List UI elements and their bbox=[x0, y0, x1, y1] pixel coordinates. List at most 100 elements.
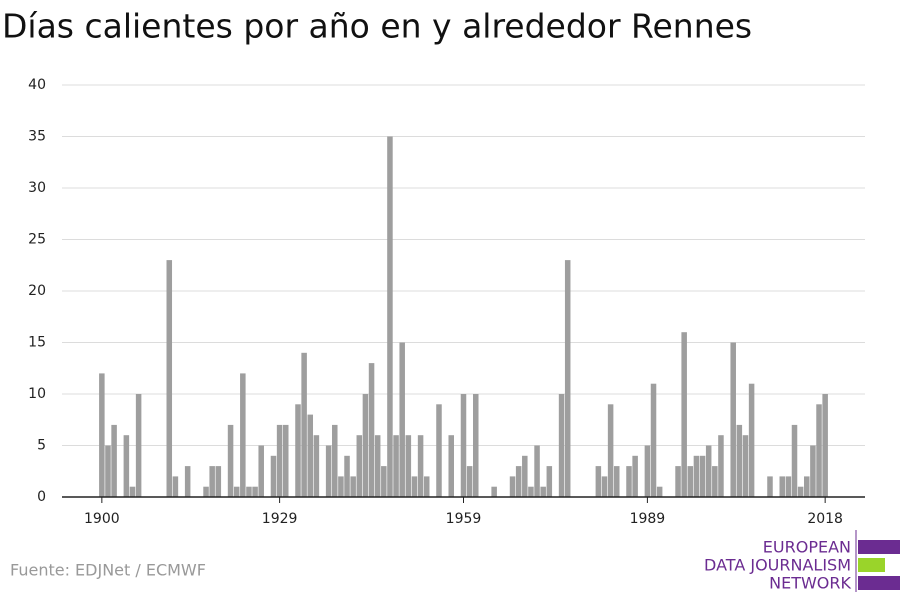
bar bbox=[810, 445, 816, 497]
bar bbox=[325, 445, 332, 497]
bar bbox=[644, 445, 651, 497]
bar bbox=[626, 466, 632, 497]
y-tick-label: 30 bbox=[28, 180, 46, 196]
bar bbox=[362, 394, 369, 497]
y-tick-label: 5 bbox=[37, 438, 46, 454]
bar bbox=[491, 486, 497, 497]
logo-bar bbox=[858, 558, 885, 572]
bar bbox=[423, 476, 430, 497]
bar bbox=[203, 486, 209, 497]
bar bbox=[313, 435, 320, 497]
y-tick-label: 0 bbox=[37, 489, 46, 505]
bar bbox=[564, 260, 571, 497]
bar bbox=[344, 455, 350, 497]
bar bbox=[742, 435, 749, 497]
bar bbox=[785, 476, 792, 497]
logo: EUROPEAN DATA JOURNALISM NETWORK bbox=[704, 530, 900, 593]
x-tick-label: 1900 bbox=[84, 511, 120, 527]
bar bbox=[522, 455, 528, 497]
source: Fuente: EDJNet / ECMWF bbox=[10, 561, 206, 580]
bar bbox=[601, 476, 608, 497]
bar bbox=[399, 342, 405, 497]
bar bbox=[233, 486, 240, 497]
bar bbox=[393, 435, 399, 497]
bar bbox=[111, 424, 117, 497]
bar bbox=[99, 373, 105, 497]
bar bbox=[166, 260, 173, 497]
bar bbox=[613, 466, 620, 497]
bar bbox=[687, 466, 694, 497]
bar bbox=[215, 466, 222, 497]
bar bbox=[699, 455, 706, 497]
bar bbox=[650, 383, 657, 497]
y-tick-label: 40 bbox=[28, 77, 46, 93]
bar bbox=[515, 466, 522, 497]
x-tick-label: 1989 bbox=[630, 511, 666, 527]
logo-bar bbox=[858, 540, 900, 554]
bar bbox=[779, 476, 786, 497]
y-tick-label: 25 bbox=[28, 232, 46, 248]
bar bbox=[295, 404, 301, 497]
y-tick-label: 35 bbox=[28, 129, 46, 145]
bar bbox=[374, 435, 381, 497]
logo-text: NETWORK bbox=[769, 574, 851, 593]
bar bbox=[546, 466, 553, 497]
bar bbox=[558, 394, 565, 497]
bar bbox=[693, 455, 700, 497]
bar bbox=[534, 445, 540, 497]
bar bbox=[791, 424, 798, 497]
bar bbox=[448, 435, 454, 497]
logo-bar bbox=[858, 576, 900, 590]
bar bbox=[718, 435, 724, 497]
bar bbox=[246, 486, 252, 497]
bar bbox=[405, 435, 412, 497]
bar bbox=[270, 455, 277, 497]
bar bbox=[129, 486, 136, 497]
bar bbox=[282, 424, 289, 497]
bar bbox=[307, 414, 314, 497]
bar bbox=[258, 445, 264, 497]
bar bbox=[368, 363, 375, 497]
bar bbox=[105, 445, 111, 497]
bar bbox=[797, 486, 804, 497]
bar bbox=[540, 486, 546, 497]
bar bbox=[632, 455, 638, 497]
bar bbox=[705, 445, 712, 497]
logo-text: EUROPEAN bbox=[763, 538, 851, 557]
bar bbox=[460, 394, 467, 497]
bar bbox=[528, 486, 534, 497]
logo-text: DATA JOURNALISM bbox=[704, 556, 851, 575]
bar bbox=[301, 352, 307, 497]
bar bbox=[135, 394, 142, 497]
bar bbox=[350, 476, 356, 497]
bar bbox=[276, 424, 283, 497]
bar bbox=[712, 466, 718, 497]
bar bbox=[748, 383, 755, 497]
bar bbox=[509, 476, 516, 497]
y-tick-label: 10 bbox=[28, 386, 46, 402]
bar bbox=[822, 394, 828, 497]
bar bbox=[767, 476, 773, 497]
bar bbox=[417, 435, 424, 497]
bar bbox=[675, 466, 681, 497]
bar bbox=[436, 404, 442, 497]
bar bbox=[681, 332, 687, 497]
bar bbox=[730, 342, 736, 497]
x-tick-label: 2018 bbox=[807, 511, 843, 527]
bar bbox=[473, 394, 479, 497]
bar bbox=[381, 466, 387, 497]
bar bbox=[656, 486, 663, 497]
y-tick-label: 20 bbox=[28, 283, 46, 299]
bar bbox=[804, 476, 810, 497]
bar bbox=[338, 476, 344, 497]
bar bbox=[209, 466, 215, 497]
bar bbox=[607, 404, 614, 497]
bar bbox=[466, 466, 473, 497]
bar bbox=[356, 435, 363, 497]
bar bbox=[387, 136, 393, 497]
bar bbox=[736, 424, 743, 497]
bar bbox=[332, 424, 338, 497]
bar bbox=[595, 466, 602, 497]
bar bbox=[816, 404, 822, 497]
